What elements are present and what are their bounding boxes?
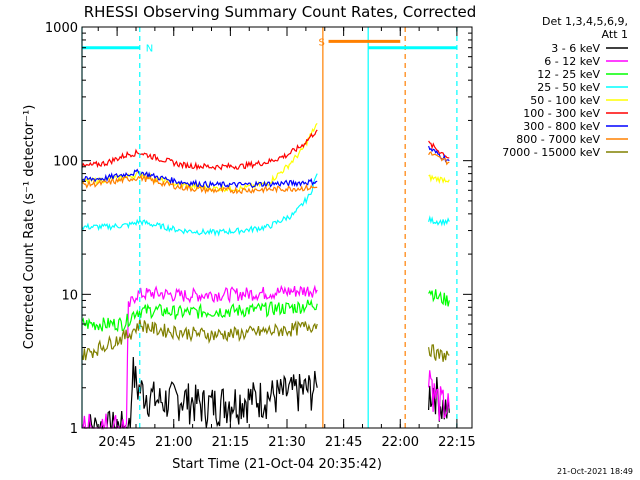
series-trace-3 [428, 289, 450, 307]
series-trace-9 [81, 318, 318, 361]
x-tick-label: 22:15 [438, 435, 475, 450]
legend-entry-label: 50 - 100 keV [530, 94, 600, 107]
plot-frame [81, 26, 473, 429]
legend-entry-label: 12 - 25 keV [537, 68, 600, 81]
legend-entry-label: 25 - 50 keV [537, 81, 600, 94]
y-tick-label: 1000 [45, 21, 78, 36]
y-tick-label: 10 [61, 288, 78, 303]
legend-entry-label: 7000 - 15000 keV [502, 146, 600, 159]
footer-timestamp: 21-Oct-2021 18:49 [557, 467, 633, 476]
x-axis-label: Start Time (21-Oct-04 20:35:42) [172, 457, 382, 472]
flag-label: N [146, 44, 153, 55]
y-tick-label: 1 [70, 422, 78, 437]
series-trace-8 [81, 173, 318, 195]
series-trace-6 [428, 140, 450, 159]
x-tick-label: 21:15 [212, 435, 249, 450]
x-tick-label: 21:45 [325, 435, 362, 450]
series-trace-4 [81, 173, 318, 237]
series-trace-2 [428, 370, 450, 421]
series-trace-5 [428, 174, 450, 185]
y-axis: 1 10 100 1000 [45, 21, 472, 437]
legend-entry-label: 300 - 800 keV [523, 120, 600, 133]
series-trace-7 [81, 168, 318, 189]
series-trace-6 [81, 129, 318, 171]
legend-entry-label: 6 - 12 keV [544, 55, 600, 68]
legend-header-line-2: Att 1 [602, 28, 628, 41]
legend-entry-label: 800 - 7000 keV [516, 133, 600, 146]
series-trace-8 [428, 151, 450, 166]
legend-entry-label: 100 - 300 keV [523, 107, 600, 120]
series-trace-3 [81, 298, 318, 333]
x-tick-label: 20:45 [98, 435, 135, 450]
y-tick-label: 100 [53, 155, 78, 170]
series-trace-4 [428, 215, 450, 227]
flag-label: S [319, 37, 325, 48]
series-trace-1 [81, 356, 318, 430]
legend-entry-label: 3 - 6 keV [551, 42, 600, 55]
x-tick-label: 21:30 [268, 435, 305, 450]
y-axis-label: Corrected Count Rate (s⁻¹ detector⁻¹) [22, 105, 37, 350]
x-axis: 20:45 21:00 21:15 21:30 21:45 22:00 22:15 [97, 27, 476, 450]
series-trace-9 [428, 344, 450, 362]
legend-header-line-1: Det 1,3,4,5,6,9, [542, 15, 628, 28]
chart-title: RHESSI Observing Summary Count Rates, Co… [84, 3, 477, 21]
x-tick-label: 22:00 [382, 435, 419, 450]
x-tick-label: 21:00 [155, 435, 192, 450]
